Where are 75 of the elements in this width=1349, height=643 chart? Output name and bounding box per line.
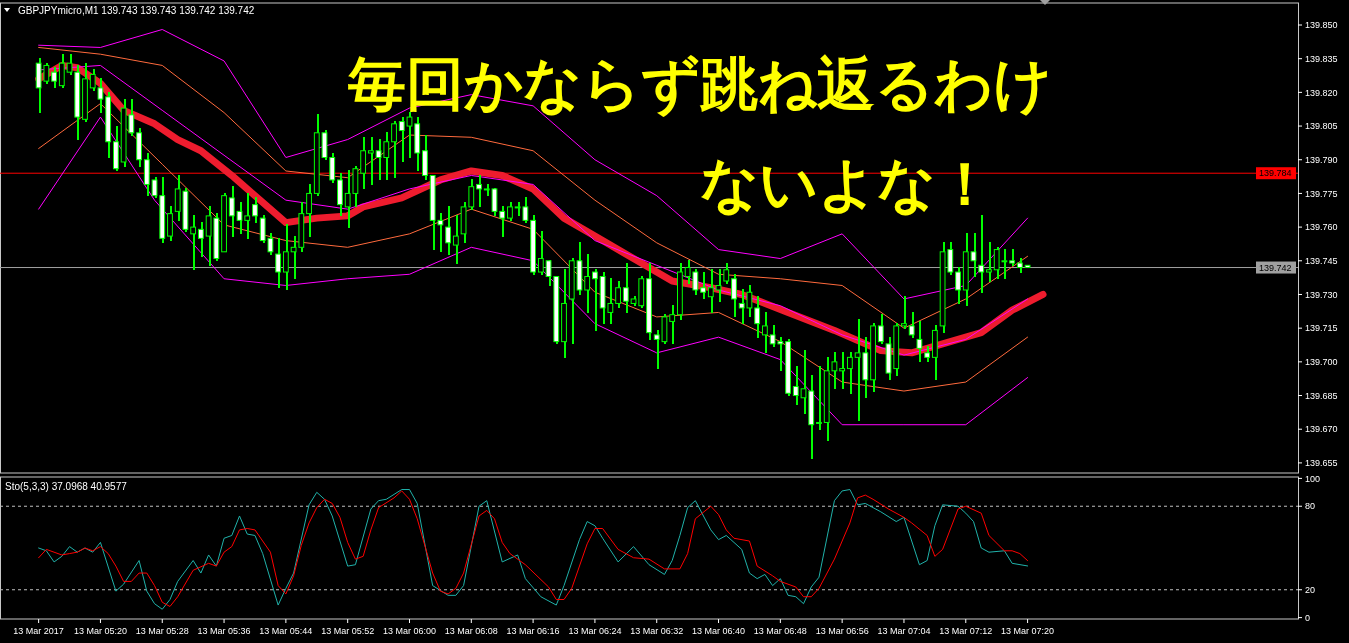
x-tick-label: 13 Mar 06:40 [692,626,746,636]
y-tick-label: 139.775 [1305,188,1338,199]
chart-title: Sto(5,3,3) 37.0968 40.9577 [5,481,128,492]
y-tick-label: 139.820 [1305,87,1338,98]
y-tick-label: 139.745 [1305,255,1338,266]
y-tick-label: 139.790 [1305,154,1338,165]
candlestick [908,310,915,339]
annotation: 毎回かならず跳ね返るわけ [347,51,1052,118]
x-tick-label: 13 Mar 05:52 [321,626,375,636]
candlestick [167,205,173,243]
candlestick [537,230,544,276]
x-tick-label: 13 Mar 06:00 [382,626,437,636]
candlestick [190,214,197,272]
candlestick [592,268,598,332]
x-tick-label: 13 Mar 06:24 [568,626,622,636]
candlestick [476,173,482,209]
x-tick-label: 13 Mar 05:28 [135,626,189,636]
candlestick [846,351,853,395]
candlestick [452,214,459,265]
x-tick-label: 13 Mar 05:20 [73,626,127,636]
x-tick-label: 13 Mar 06:16 [506,626,560,636]
y-tick-label: 139.760 [1305,222,1338,233]
candlestick [615,279,621,310]
y-tick-label: 139.850 [1305,20,1338,31]
candlestick [754,295,761,339]
candlestick [622,261,629,314]
x-tick-label: 13 Mar 07:12 [939,626,993,636]
candlestick [901,295,907,330]
candlestick [986,241,992,283]
candlestick [306,182,312,238]
candlestick [731,272,737,319]
x-tick-label: 13 Mar 06:48 [753,626,807,636]
candlestick [669,304,676,346]
candlestick [275,236,282,290]
candlestick [445,205,452,256]
y-tick-label: 139.730 [1305,289,1338,300]
candlestick [955,266,961,305]
y-tick-label: 139.835 [1305,53,1338,64]
y-tick-label: 20 [1305,584,1316,595]
candlestick [700,270,706,301]
candlestick [282,223,289,292]
candlestick [507,200,513,222]
candlestick [839,351,846,391]
ref-line-label: 139.742 [1259,262,1292,273]
candlestick [978,214,985,294]
x-tick-label: 13 Mar 05:44 [259,626,313,636]
y-tick-label: 139.715 [1305,323,1338,334]
candlestick [391,120,397,180]
x-tick-label: 13 Mar 07:04 [877,626,931,636]
candlestick [367,135,374,186]
x-tick-label: 13 Mar 2017 [13,626,64,636]
y-tick-label: 0 [1305,612,1311,623]
candlestick [252,196,258,225]
x-tick-label: 13 Mar 07:20 [1001,626,1055,636]
candlestick [723,261,730,285]
x-tick-label: 13 Mar 06:56 [815,626,869,636]
y-tick-label: 139.700 [1305,356,1338,367]
y-tick-label: 139.655 [1305,458,1338,469]
x-tick-label: 13 Mar 06:32 [630,626,684,636]
y-tick-label: 80 [1305,501,1316,512]
candlestick [197,221,204,258]
candlestick [816,364,822,431]
candlestick [762,310,768,355]
x-tick-label: 13 Mar 05:36 [197,626,251,636]
candlestick [360,135,367,191]
y-tick-label: 139.670 [1305,424,1338,435]
candlestick [877,313,884,346]
chart-title: GBPJPYmicro,M1 139.743 139.743 139.742 139.742 [18,5,255,16]
y-tick-label: 139.685 [1305,390,1338,401]
candlestick [51,66,57,90]
y-tick-label: 100 [1305,473,1321,484]
x-tick-label: 13 Mar 06:08 [444,626,498,636]
y-tick-label: 139.805 [1305,121,1338,132]
candlestick [916,319,923,364]
ref-line-label: 139.784 [1259,168,1292,179]
